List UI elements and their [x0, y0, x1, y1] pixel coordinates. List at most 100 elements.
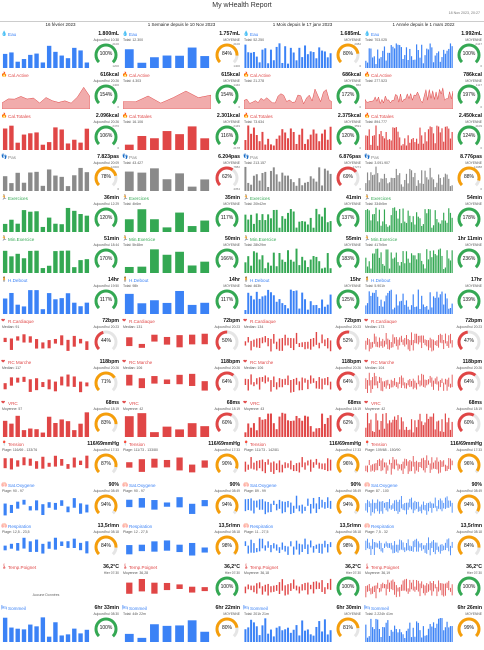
bar — [443, 212, 445, 232]
bar — [2, 250, 8, 273]
metric-cell-temp-1: 🌡 Temp.Poignet Moyenne: 36,28 36,2°C Hier 07… — [122, 563, 241, 602]
metric-value: 68ms — [105, 400, 119, 406]
gauge-max: 3591 — [354, 124, 361, 128]
bar — [261, 255, 264, 273]
bar — [21, 210, 27, 232]
gauge-ring — [94, 412, 118, 436]
bar — [392, 309, 394, 314]
bar — [15, 61, 20, 68]
bar — [394, 416, 396, 437]
bar — [78, 306, 83, 314]
metric-subtext: Moyenne: 36,19 — [365, 571, 391, 575]
bar — [370, 48, 372, 68]
metric-subtext: Total: 98h — [123, 284, 139, 288]
gauge-min: 0 — [480, 187, 482, 191]
bar — [446, 50, 448, 68]
bar — [394, 48, 396, 68]
bar — [278, 227, 281, 232]
bar — [407, 258, 409, 273]
metric-cell-cal-2: 🔥 Cal.Active Total: 21.278 686kcal MOYENNE 17… — [243, 71, 362, 110]
bar — [426, 177, 428, 191]
bar — [416, 427, 418, 437]
gauge-ring — [336, 617, 360, 641]
metric-timestamp: Aujourd'hui 08:30 — [93, 611, 119, 616]
bar — [272, 60, 275, 68]
bar — [28, 428, 33, 437]
bar — [28, 211, 33, 232]
bar — [375, 248, 377, 273]
bar — [395, 294, 397, 314]
sparkline-minex — [244, 248, 332, 273]
bar — [40, 617, 46, 642]
bar — [409, 429, 411, 437]
oxygen-icon: 🫁 — [243, 482, 250, 488]
bar — [34, 171, 39, 191]
bar — [409, 622, 411, 642]
sparkline-caltot — [244, 125, 332, 150]
bar — [28, 172, 33, 191]
bar — [387, 226, 389, 232]
lungs-icon: 🫁 — [243, 523, 250, 529]
gauge-percent: 50% — [221, 338, 232, 344]
bar — [59, 176, 64, 191]
gauge-percent: 183% — [341, 256, 355, 262]
bar — [394, 178, 396, 191]
bar — [306, 629, 309, 642]
bar — [383, 301, 386, 314]
metric-cell-sommeil-0: 🛏 Sommeil 6hr 33min Aujourd'hui 08:30 100% — [1, 604, 120, 643]
metric-label: RC Marche — [250, 360, 274, 365]
gauge-percent: 154% — [220, 92, 234, 98]
metric-subtext: Total: 52.250 — [244, 38, 265, 42]
bar — [438, 249, 440, 273]
gauge-ring — [457, 43, 481, 67]
bar — [375, 207, 377, 232]
gauge-percent: 71% — [100, 379, 111, 385]
bar — [421, 421, 423, 437]
bar — [405, 630, 408, 642]
standing-icon: 🧍 — [122, 277, 129, 283]
goal-gauge: 81% — [335, 616, 361, 642]
bar — [281, 412, 284, 437]
metric-value: 6.876pas — [339, 154, 361, 160]
bar — [444, 293, 446, 314]
bar — [21, 306, 27, 314]
metric-timestamp: Hier 07:30 — [103, 570, 119, 575]
bar — [312, 52, 315, 68]
bar — [321, 185, 324, 191]
bar — [436, 291, 438, 314]
bar — [417, 180, 419, 191]
metric-label: Sat.Oxygene — [250, 483, 277, 488]
metric-label: Min.Exercice — [250, 237, 277, 242]
bar — [175, 134, 184, 150]
fire-icon: 🔥 — [122, 72, 129, 78]
bar — [292, 290, 295, 314]
bar — [427, 418, 430, 437]
metric-subtext: Plage: 11 - 27,5 — [244, 530, 269, 534]
gauge-min: 0 — [359, 187, 361, 191]
bar — [306, 267, 309, 273]
heart-icon: ❤ — [1, 400, 6, 406]
metric-subtext: Median: 173 — [365, 325, 385, 329]
bar — [383, 173, 386, 191]
bar — [426, 249, 428, 273]
metric-label: Cal.Active — [8, 73, 29, 78]
bar — [446, 621, 448, 642]
area-series — [365, 87, 453, 109]
gauge-max: 14088 — [473, 165, 482, 169]
sparkline-vrc — [2, 412, 90, 437]
metric-cell-debout-0: 🧍 H.Debout 14hr Aujourd'hui 19:50 117% — [1, 276, 120, 315]
bar — [388, 420, 391, 437]
bar — [395, 127, 397, 150]
metric-value: 1.992mL — [461, 31, 482, 37]
bar — [309, 426, 312, 437]
bar — [404, 55, 406, 68]
gauge-percent: 88% — [463, 174, 474, 180]
goal-gauge: 117% — [214, 206, 240, 232]
sparkline-sommeil — [365, 618, 453, 642]
bar — [40, 62, 46, 68]
metric-value: 68ms — [468, 400, 482, 406]
metric-cell-tension-1: 📍 Tension Plage: 111/73 - 133/80 116/69mmHg… — [122, 440, 241, 479]
goal-gauge: 100% 2100 1200 — [93, 42, 119, 68]
bar — [380, 178, 382, 191]
bar — [289, 128, 292, 150]
